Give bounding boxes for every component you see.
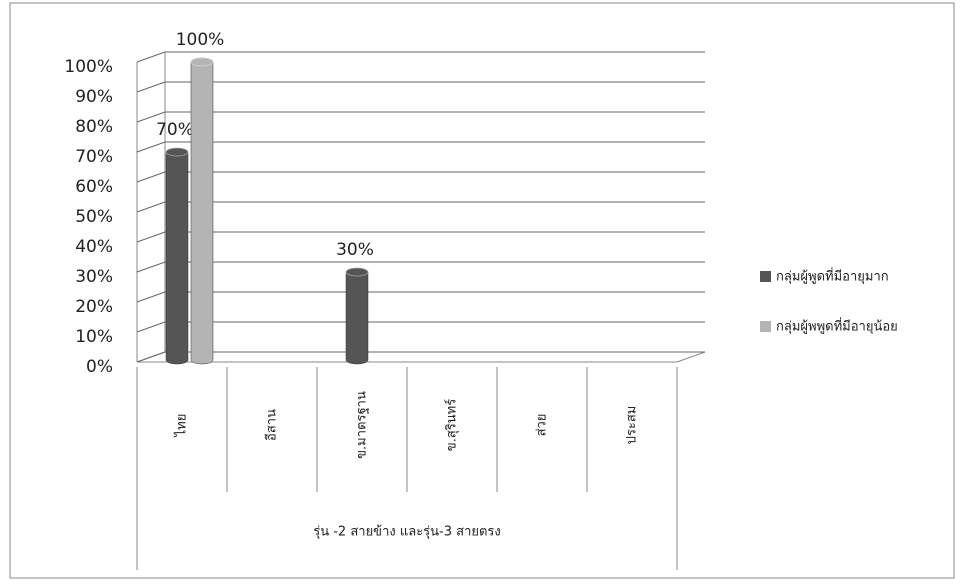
x-tick-label: ข.มาตรฐาน — [355, 391, 370, 459]
y-tick-label: 80% — [75, 117, 113, 137]
y-tick-label: 100% — [64, 57, 113, 77]
y-tick-label: 50% — [75, 207, 113, 227]
bar-top — [165, 147, 189, 157]
bar — [190, 57, 214, 365]
y-tick-label: 90% — [75, 87, 113, 107]
bar — [345, 267, 369, 365]
x-tick-label: ประสม — [625, 406, 640, 445]
y-tick-label: 30% — [75, 267, 113, 287]
category-group-label: รุ่น -2 สายข้าง และรุ่น-3 สายตรง — [313, 525, 501, 540]
y-tick-label: 20% — [75, 297, 113, 317]
data-label: 70% — [156, 120, 194, 140]
y-tick-label: 10% — [75, 327, 113, 347]
bar-top — [345, 267, 369, 277]
x-tick-label: ข.สุรินทร์ — [444, 399, 460, 451]
y-tick-label: 40% — [75, 237, 113, 257]
bar-top — [190, 57, 214, 67]
grid-line — [136, 321, 705, 333]
x-tick-label: อีสาน — [264, 409, 280, 441]
grid-line — [136, 51, 705, 63]
grid-line — [136, 291, 705, 303]
grid-line — [136, 81, 705, 93]
data-label: 30% — [336, 240, 374, 260]
grid-line — [136, 201, 705, 213]
legend-label: กลุ่มผู้พูดที่มีอายุมาก — [776, 268, 889, 285]
grid-line — [136, 171, 705, 183]
grid-line — [136, 141, 705, 153]
legend-swatch — [760, 321, 771, 332]
y-tick-label: 70% — [75, 147, 113, 167]
bar — [165, 147, 189, 365]
legend-swatch — [760, 271, 771, 282]
data-label: 100% — [176, 30, 225, 50]
y-tick-label: 0% — [86, 357, 113, 377]
grid-line — [136, 111, 705, 123]
grid-line — [136, 261, 705, 273]
grid-line — [136, 351, 705, 363]
x-tick-label: ไทย — [174, 414, 190, 438]
grid-line — [136, 231, 705, 243]
y-tick-label: 60% — [75, 177, 113, 197]
chart-frame — [9, 2, 955, 579]
legend-label: กลุ่มผู้พพูดที่มีอายุน้อย — [776, 318, 898, 335]
x-tick-label: ส่วย — [535, 414, 550, 437]
